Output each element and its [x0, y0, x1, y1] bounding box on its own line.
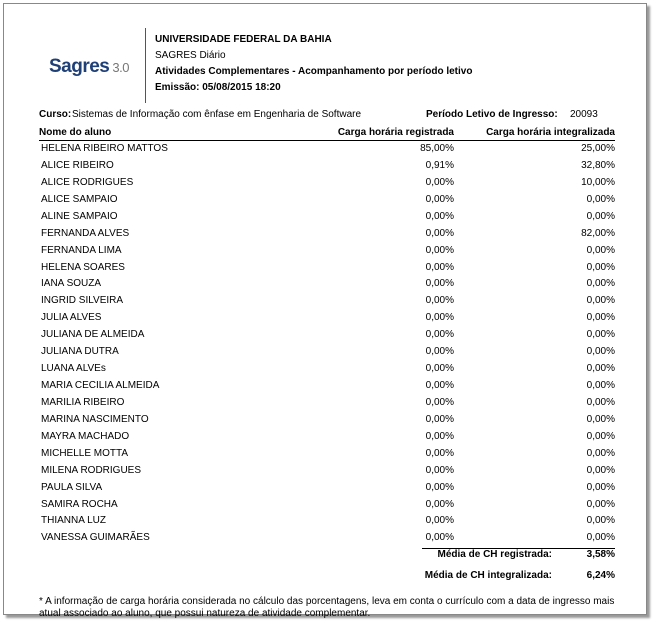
hours-integrated: 0,00% [586, 464, 615, 476]
student-name: ALICE SAMPAIO [41, 193, 118, 205]
hours-registered: 0,00% [425, 515, 454, 527]
hours-registered: 0,00% [425, 481, 454, 493]
student-name: VANESSA GUIMARÃES [41, 532, 150, 544]
course-value: Sistemas de Informação com ênfase em Eng… [72, 109, 362, 120]
hours-registered: 0,91% [425, 159, 454, 171]
logo: Sagres 3.0 [49, 56, 129, 78]
hours-registered: 0,00% [425, 498, 454, 510]
student-name: LUANA ALVEs [41, 363, 106, 375]
hours-integrated: 0,00% [586, 515, 615, 527]
hours-integrated: 0,00% [586, 193, 615, 205]
hours-registered: 0,00% [425, 312, 454, 324]
hours-registered: 0,00% [425, 278, 454, 290]
footnote: * A informação de carga horária consider… [39, 596, 615, 619]
hours-integrated: 0,00% [586, 430, 615, 442]
student-name: ALINE SAMPAIO [41, 210, 118, 222]
hours-registered: 0,00% [425, 380, 454, 392]
hours-registered: 0,00% [425, 329, 454, 341]
hours-registered: 0,00% [425, 430, 454, 442]
hours-integrated: 0,00% [586, 346, 615, 358]
hours-registered: 0,00% [425, 447, 454, 459]
hours-integrated: 10,00% [581, 176, 615, 188]
column-header: Carga horária integralizada [486, 127, 615, 138]
hours-registered: 0,00% [425, 413, 454, 425]
student-name: HELENA RIBEIRO MATTOS [41, 143, 168, 154]
summary-label: Média de CH integralizada: [424, 570, 552, 581]
hours-registered: 0,00% [425, 261, 454, 273]
hours-registered: 0,00% [425, 210, 454, 222]
period-label: Período Letivo de Ingresso: [426, 109, 558, 120]
header-line: SAGRES Diário [155, 50, 226, 61]
header-line: UNIVERSIDADE FEDERAL DA BAHIA [155, 34, 332, 45]
student-name: MARINA NASCIMENTO [41, 413, 149, 425]
student-name: HELENA SOARES [41, 261, 125, 273]
student-name: MICHELLE MOTTA [41, 447, 129, 459]
hours-integrated: 0,00% [586, 261, 615, 273]
hours-integrated: 0,00% [586, 413, 615, 425]
summary-label: Média de CH registrada: [437, 549, 552, 560]
hours-registered: 0,00% [425, 532, 454, 544]
header-line: Emissão: 05/08/2015 18:20 [155, 82, 281, 93]
student-name: ALICE RIBEIRO [41, 159, 114, 171]
student-name: ALICE RODRIGUES [41, 176, 134, 188]
hours-registered: 0,00% [425, 227, 454, 239]
logo-version: 3.0 [112, 60, 129, 75]
column-header: Nome do aluno [39, 127, 112, 138]
hours-integrated: 0,00% [586, 295, 615, 307]
hours-integrated: 0,00% [586, 363, 615, 375]
summary-rule [422, 548, 615, 549]
hours-registered: 0,00% [425, 244, 454, 256]
hours-integrated: 0,00% [586, 498, 615, 510]
hours-integrated: 0,00% [586, 210, 615, 222]
column-header: Carga horária registrada [337, 127, 454, 138]
student-name: MILENA RODRIGUES [41, 464, 142, 476]
hours-registered: 0,00% [425, 346, 454, 358]
hours-integrated: 0,00% [586, 278, 615, 290]
student-name: FERNANDA LIMA [41, 244, 122, 256]
hours-registered: 0,00% [425, 396, 454, 408]
hours-registered: 0,00% [425, 176, 454, 188]
student-name: FERNANDA ALVES [41, 227, 130, 239]
student-name: MAYRA MACHADO [41, 430, 130, 442]
summary-value: 6,24% [586, 570, 615, 581]
hours-registered: 0,00% [425, 193, 454, 205]
logo-name: Sagres [49, 56, 110, 77]
student-name: PAULA SILVA [41, 481, 103, 493]
student-name: IANA SOUZA [41, 278, 102, 290]
course-label: Curso: [39, 109, 72, 120]
hours-integrated: 0,00% [586, 244, 615, 256]
student-name: JULIA ALVES [41, 312, 102, 324]
hours-integrated: 82,00% [581, 227, 615, 239]
hours-registered: 0,00% [425, 363, 454, 375]
hours-integrated: 0,00% [586, 481, 615, 493]
header-rule [39, 140, 615, 141]
hours-integrated: 0,00% [586, 396, 615, 408]
hours-integrated: 0,00% [586, 447, 615, 459]
hours-registered: 0,00% [425, 464, 454, 476]
hours-registered: 85,00% [420, 143, 454, 154]
report-page: Sagres 3.0 UNIVERSIDADE FEDERAL DA BAHIA S… [3, 3, 647, 619]
header-line: Atividades Complementares - Acompanhamen… [155, 66, 473, 77]
header-divider [145, 28, 146, 103]
hours-integrated: 0,00% [586, 380, 615, 392]
student-name: JULIANA DE ALMEIDA [41, 329, 145, 341]
summary-value: 3,58% [586, 549, 615, 560]
hours-integrated: 25,00% [581, 143, 615, 154]
student-name: INGRID SILVEIRA [41, 295, 124, 307]
student-name: JULIANA DUTRA [41, 346, 119, 358]
hours-integrated: 0,00% [586, 532, 615, 544]
hours-registered: 0,00% [425, 295, 454, 307]
student-name: THIANNA LUZ [41, 515, 107, 527]
student-name: MARILIA RIBEIRO [41, 396, 125, 408]
student-name: SAMIRA ROCHA [41, 498, 118, 510]
period-value: 20093 [570, 109, 598, 120]
hours-integrated: 32,80% [581, 159, 615, 171]
hours-integrated: 0,00% [586, 312, 615, 324]
student-name: MARIA CECILIA ALMEIDA [41, 380, 160, 392]
hours-integrated: 0,00% [586, 329, 615, 341]
